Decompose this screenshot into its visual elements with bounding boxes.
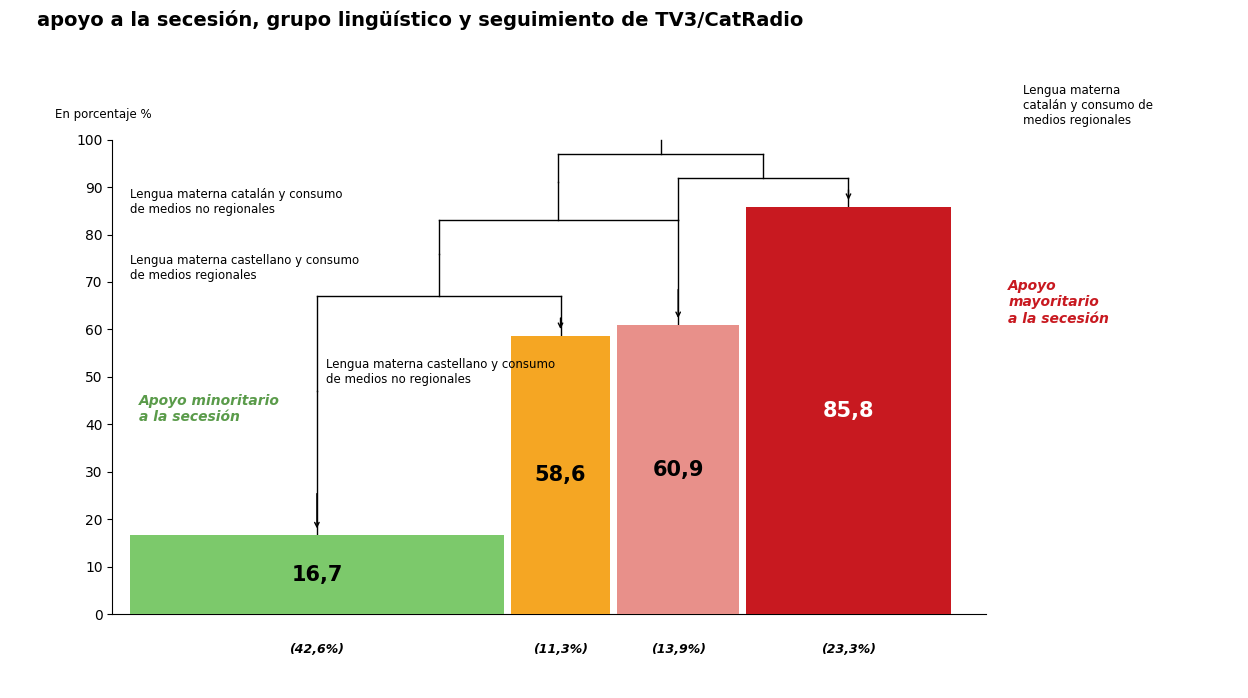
Text: En porcentaje %: En porcentaje % — [55, 107, 152, 121]
Text: 60,9: 60,9 — [653, 460, 704, 480]
Bar — [510, 336, 610, 614]
Text: Apoyo minoritario
a la secesión: Apoyo minoritario a la secesión — [139, 394, 280, 424]
Text: apoyo a la secesión, grupo lingüístico y seguimiento de TV3/CatRadio: apoyo a la secesión, grupo lingüístico y… — [37, 10, 804, 31]
Text: Apoyo
mayoritario
a la secesión: Apoyo mayoritario a la secesión — [1008, 279, 1109, 325]
Text: Lengua materna
catalán y consumo de
medios regionales: Lengua materna catalán y consumo de medi… — [1023, 84, 1153, 127]
Text: (11,3%): (11,3%) — [533, 643, 588, 655]
Text: 85,8: 85,8 — [822, 401, 875, 421]
Bar — [746, 207, 951, 614]
Text: (13,9%): (13,9%) — [650, 643, 705, 655]
Bar — [618, 325, 739, 614]
Text: 16,7: 16,7 — [291, 565, 343, 585]
Text: Lengua materna castellano y consumo
de medios no regionales: Lengua materna castellano y consumo de m… — [326, 358, 555, 387]
Text: Lengua materna castellano y consumo
de medios regionales: Lengua materna castellano y consumo de m… — [130, 254, 359, 282]
Bar — [130, 535, 504, 614]
Text: (42,6%): (42,6%) — [290, 643, 344, 655]
Text: 58,6: 58,6 — [535, 465, 587, 485]
Text: Lengua materna catalán y consumo
de medios no regionales: Lengua materna catalán y consumo de medi… — [130, 188, 342, 216]
Text: (23,3%): (23,3%) — [821, 643, 876, 655]
